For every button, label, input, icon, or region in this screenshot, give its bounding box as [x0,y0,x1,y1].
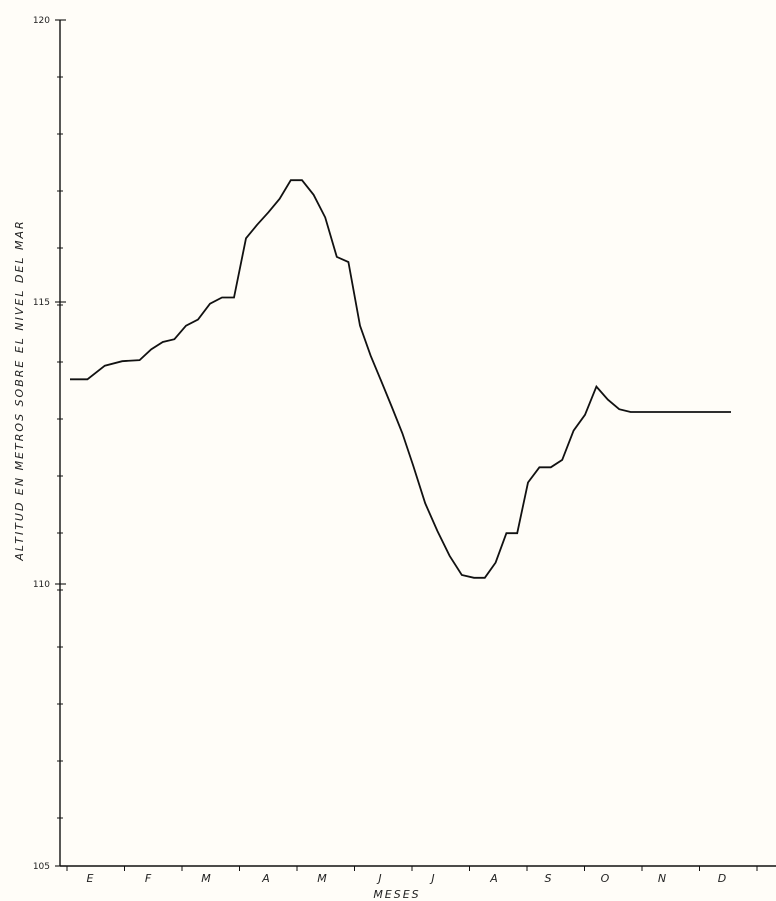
y-tick-label: 105 [33,862,50,872]
series-line [70,179,731,579]
y-tick-label: 120 [33,16,50,26]
x-tick-label: O [601,872,610,885]
x-tick-label: F [145,872,152,885]
x-tick-label: E [87,872,94,885]
x-axis-title: MESES [373,888,420,901]
x-tick-label: S [545,872,552,885]
x-tick-label: D [718,872,726,885]
y-tick-label: 110 [33,580,50,590]
x-tick-label: J [429,872,434,885]
tick-group: 120 115 110 105 E F M A M J J A S O N D [33,16,758,885]
axes [59,20,776,867]
y-axis-title: ALTITUD EN METROS SOBRE EL NIVEL DEL MAR [13,219,26,561]
x-tick-label: J [376,872,381,885]
x-tick-label: M [317,872,327,885]
x-tick-label: A [261,872,270,885]
x-tick-label: A [489,872,498,885]
x-tick-label: M [201,872,211,885]
x-tick-label: N [658,872,666,885]
y-tick-label: 115 [33,298,50,308]
